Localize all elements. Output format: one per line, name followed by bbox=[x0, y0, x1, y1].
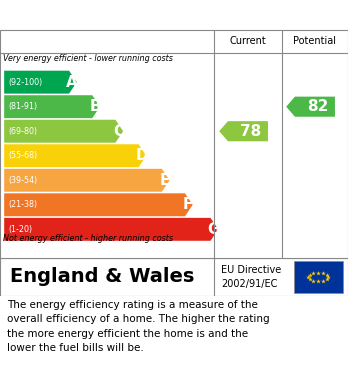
Text: (39-54): (39-54) bbox=[8, 176, 38, 185]
Text: G: G bbox=[207, 222, 220, 237]
Text: (69-80): (69-80) bbox=[8, 127, 38, 136]
Text: (1-20): (1-20) bbox=[8, 225, 32, 234]
Text: Not energy efficient - higher running costs: Not energy efficient - higher running co… bbox=[3, 234, 174, 243]
Polygon shape bbox=[286, 97, 335, 117]
Polygon shape bbox=[4, 193, 193, 216]
Text: EU Directive
2002/91/EC: EU Directive 2002/91/EC bbox=[221, 265, 281, 289]
Text: (21-38): (21-38) bbox=[8, 200, 38, 209]
Text: Potential: Potential bbox=[293, 36, 337, 47]
Text: E: E bbox=[160, 173, 170, 188]
Polygon shape bbox=[4, 144, 146, 167]
Text: F: F bbox=[183, 197, 193, 212]
Text: B: B bbox=[89, 99, 101, 114]
Text: C: C bbox=[113, 124, 124, 139]
Text: England & Wales: England & Wales bbox=[10, 267, 195, 287]
Text: Very energy efficient - lower running costs: Very energy efficient - lower running co… bbox=[3, 54, 173, 63]
Polygon shape bbox=[4, 71, 77, 93]
Polygon shape bbox=[4, 95, 100, 118]
Text: 78: 78 bbox=[240, 124, 261, 139]
Text: D: D bbox=[135, 148, 148, 163]
Text: 82: 82 bbox=[307, 99, 329, 114]
Text: A: A bbox=[66, 75, 78, 90]
Polygon shape bbox=[4, 120, 123, 143]
Text: The energy efficiency rating is a measure of the
overall efficiency of a home. T: The energy efficiency rating is a measur… bbox=[7, 300, 270, 353]
Bar bbox=[294, 261, 343, 293]
Text: Current: Current bbox=[230, 36, 266, 47]
Text: (92-100): (92-100) bbox=[8, 78, 42, 87]
Polygon shape bbox=[4, 218, 218, 241]
Text: (81-91): (81-91) bbox=[8, 102, 38, 111]
Polygon shape bbox=[4, 169, 169, 192]
Text: (55-68): (55-68) bbox=[8, 151, 38, 160]
Polygon shape bbox=[219, 121, 268, 141]
Text: Energy Efficiency Rating: Energy Efficiency Rating bbox=[7, 7, 217, 23]
